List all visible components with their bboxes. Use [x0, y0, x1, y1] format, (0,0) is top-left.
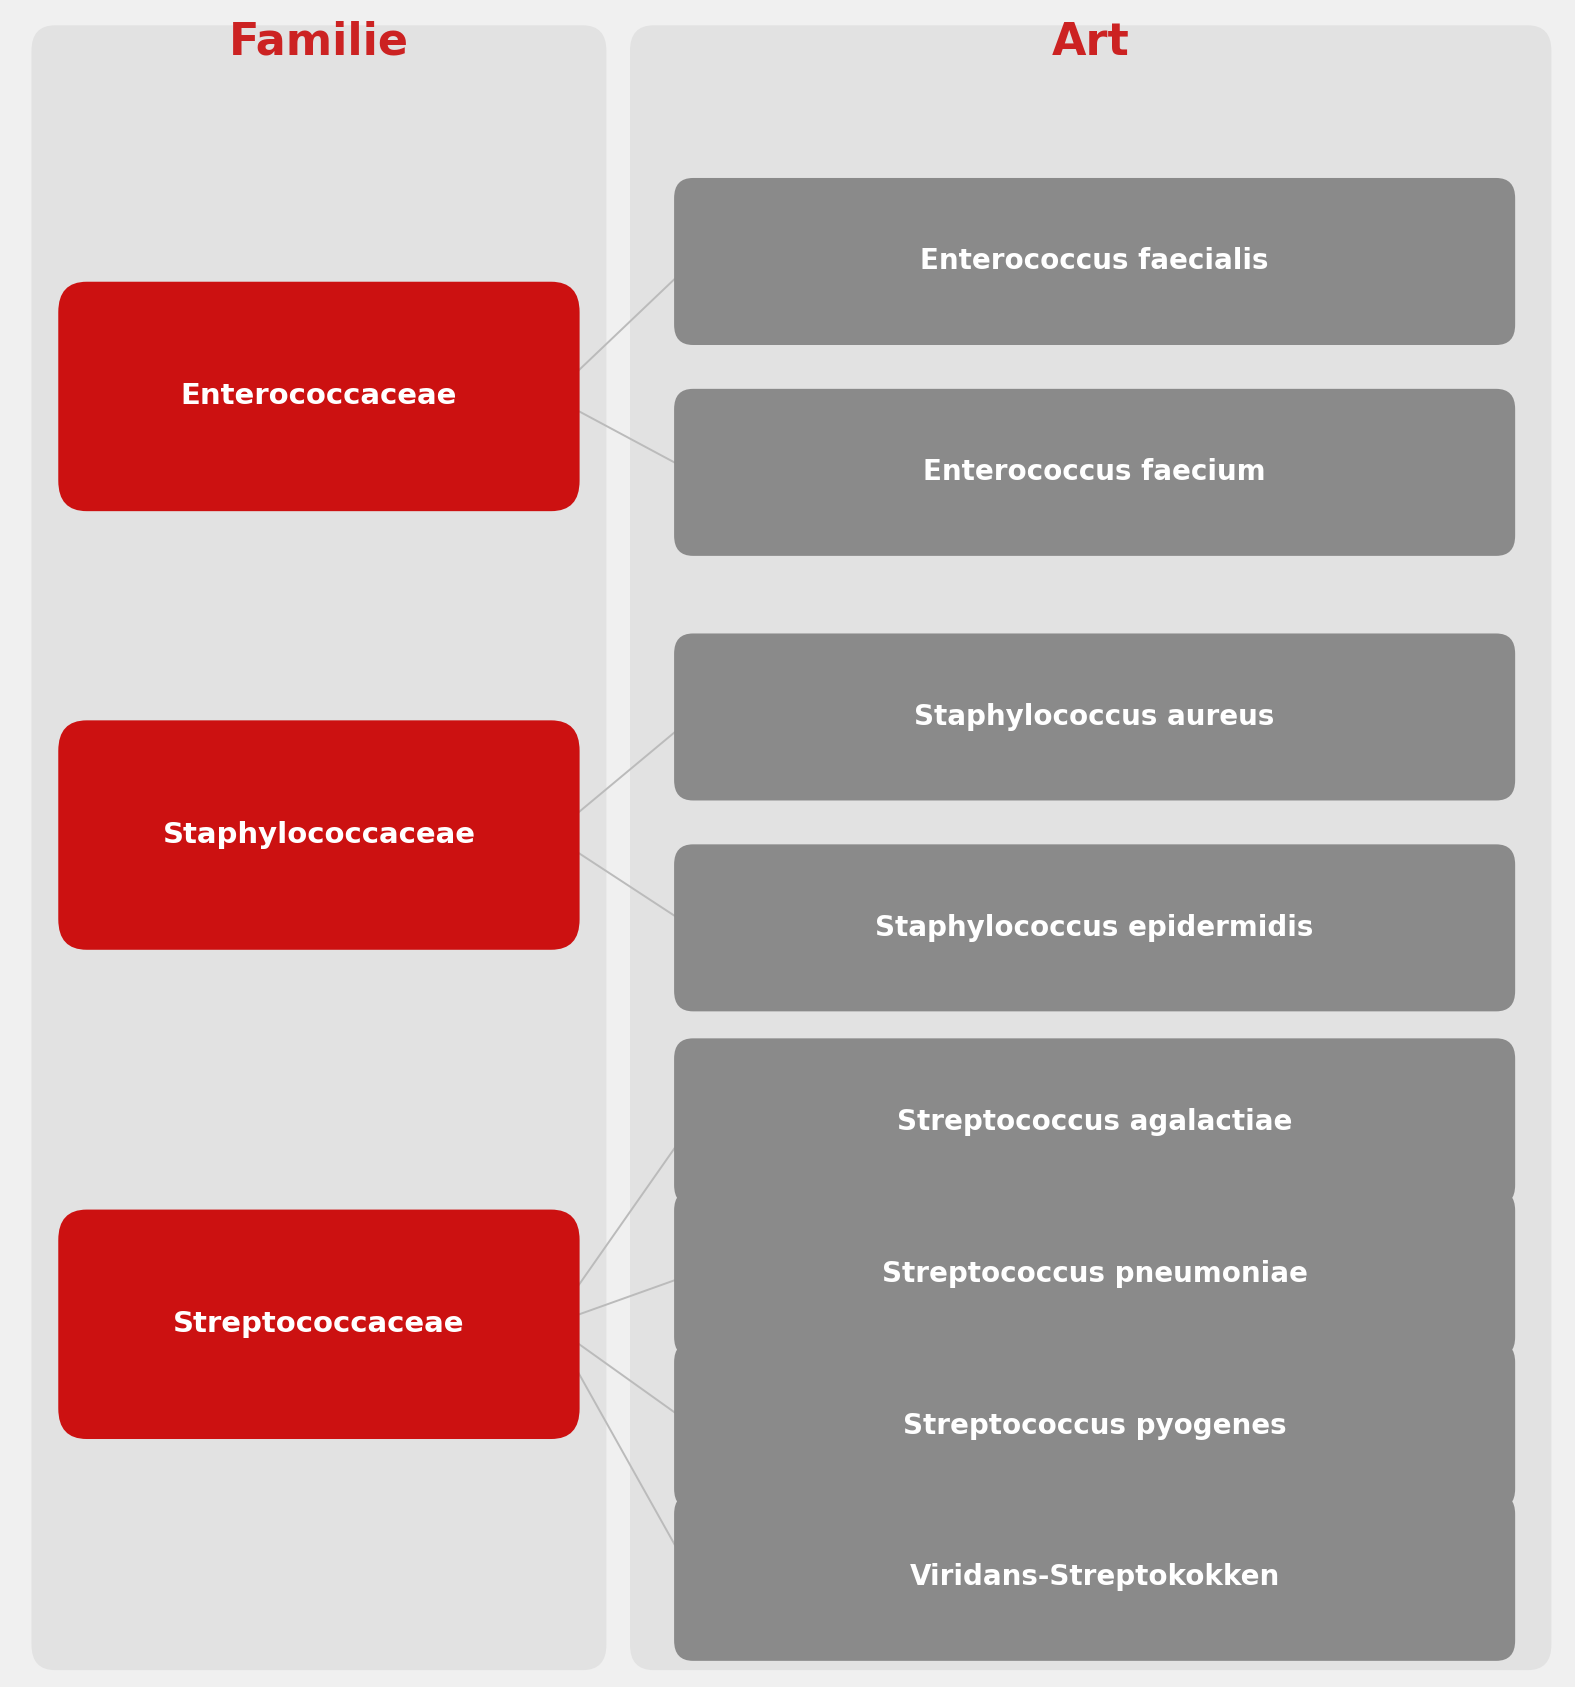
FancyBboxPatch shape: [674, 1343, 1515, 1508]
Text: Enterococcus faecium: Enterococcus faecium: [923, 459, 1266, 486]
FancyBboxPatch shape: [674, 390, 1515, 557]
Text: Streptococcus agalactiae: Streptococcus agalactiae: [896, 1108, 1293, 1135]
Text: Viridans-Streptokokken: Viridans-Streptokokken: [909, 1564, 1280, 1591]
FancyBboxPatch shape: [58, 720, 580, 950]
FancyBboxPatch shape: [674, 1191, 1515, 1356]
FancyBboxPatch shape: [674, 179, 1515, 346]
Text: Enterococcaceae: Enterococcaceae: [181, 383, 457, 410]
FancyBboxPatch shape: [674, 844, 1515, 1012]
Text: Staphylococcus aureus: Staphylococcus aureus: [915, 703, 1274, 730]
FancyBboxPatch shape: [674, 634, 1515, 801]
Text: Familie: Familie: [228, 20, 410, 64]
FancyBboxPatch shape: [58, 282, 580, 511]
FancyBboxPatch shape: [674, 1038, 1515, 1205]
Text: Enterococcus faecialis: Enterococcus faecialis: [920, 248, 1269, 275]
FancyBboxPatch shape: [58, 1210, 580, 1439]
Text: Streptococcus pyogenes: Streptococcus pyogenes: [902, 1412, 1287, 1439]
FancyBboxPatch shape: [630, 25, 1551, 1670]
Text: Staphylococcaceae: Staphylococcaceae: [162, 822, 476, 849]
FancyBboxPatch shape: [674, 1495, 1515, 1660]
FancyBboxPatch shape: [32, 25, 606, 1670]
Text: Staphylococcus epidermidis: Staphylococcus epidermidis: [876, 914, 1314, 941]
Text: Streptococcaceae: Streptococcaceae: [173, 1311, 465, 1338]
Text: Art: Art: [1052, 20, 1129, 64]
Text: Streptococcus pneumoniae: Streptococcus pneumoniae: [882, 1260, 1307, 1287]
